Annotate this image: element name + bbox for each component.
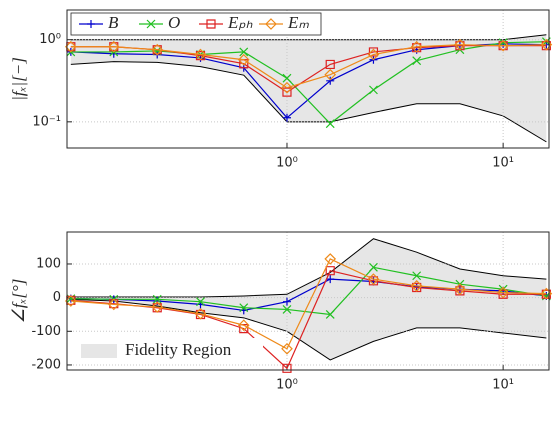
- series-marker: [151, 301, 164, 313]
- series-line: [70, 41, 547, 125]
- series-marker: [412, 282, 422, 293]
- series-marker: [152, 294, 162, 304]
- series-marker: [239, 324, 249, 334]
- series-marker: [194, 307, 207, 320]
- series-marker: [239, 47, 249, 57]
- y-tick-label: -100: [31, 324, 61, 339]
- y-axis-label: |fₓ|[−]: [9, 57, 28, 101]
- x-tick-label: 10⁰: [276, 156, 298, 171]
- axes-box: [66, 231, 550, 371]
- region-upper-bound: [70, 34, 547, 41]
- series-marker: [282, 113, 291, 122]
- series-marker: [326, 76, 335, 85]
- y-tick-label: -200: [31, 357, 61, 372]
- series-marker: [282, 87, 292, 97]
- series-marker: [282, 297, 291, 306]
- legend-label: O: [168, 13, 180, 32]
- series-marker: [367, 273, 380, 285]
- legend-label: Fidelity Region: [125, 340, 232, 359]
- legend-box: [70, 12, 322, 36]
- y-tick-label: 0: [53, 290, 61, 305]
- series-line: [70, 266, 547, 316]
- series-marker: [540, 38, 553, 51]
- x-tick-label: 10¹: [492, 378, 514, 393]
- series-marker: [282, 304, 292, 314]
- series-line: [70, 258, 547, 350]
- series-marker: [325, 119, 335, 129]
- series-marker: [455, 286, 465, 296]
- series-marker: [326, 275, 335, 284]
- series-marker: [497, 39, 509, 52]
- legend-label: Eₘ: [287, 13, 309, 32]
- series-marker: [151, 43, 164, 56]
- series-marker: [369, 85, 378, 95]
- y-axis-label: ∠fₓ[°]: [9, 279, 28, 324]
- series-marker: [239, 303, 249, 313]
- y-tick-label: 100: [36, 256, 61, 271]
- legend-marker: [146, 19, 156, 29]
- series-marker: [107, 298, 120, 311]
- region-fill: [70, 34, 547, 142]
- series-marker: [410, 40, 423, 53]
- series-marker: [325, 59, 335, 70]
- series-marker: [410, 280, 423, 292]
- legend-label: B: [108, 13, 119, 32]
- series-marker: [369, 262, 378, 272]
- y-tick-label: 10⁻¹: [32, 114, 61, 129]
- series-marker: [281, 342, 293, 355]
- series-marker: [281, 81, 293, 94]
- series-marker: [237, 319, 250, 332]
- series-marker: [454, 283, 466, 296]
- x-tick-label: 10¹: [492, 156, 514, 171]
- series-marker: [282, 73, 292, 83]
- series-marker: [367, 48, 380, 61]
- legend-marker: [265, 18, 277, 30]
- series-marker: [196, 297, 205, 307]
- series-marker: [498, 289, 508, 299]
- series-marker: [454, 38, 466, 51]
- region-upper-bound: [70, 238, 547, 298]
- legend-marker: [206, 19, 216, 29]
- axes-box: [66, 9, 550, 149]
- region-fill: [70, 238, 547, 360]
- legend-patch: [81, 344, 117, 358]
- series-marker: [540, 287, 553, 300]
- series-marker: [107, 40, 120, 53]
- series-marker: [237, 53, 250, 66]
- series-line: [70, 44, 547, 89]
- series-marker: [324, 253, 337, 265]
- y-tick-label: 10⁰: [39, 32, 61, 47]
- series-marker: [412, 56, 422, 66]
- region-lower-bound: [70, 61, 547, 143]
- legend-label: Eₚₕ: [227, 13, 253, 32]
- series-marker: [325, 310, 335, 319]
- series-marker: [194, 48, 207, 61]
- series-marker: [497, 286, 509, 299]
- series-marker: [368, 276, 379, 286]
- legend-marker: [87, 20, 95, 28]
- series-marker: [239, 59, 249, 69]
- x-tick-label: 10⁰: [276, 378, 298, 393]
- series-marker: [412, 271, 422, 281]
- region-lower-bound: [70, 298, 547, 361]
- series-marker: [325, 266, 335, 276]
- series-marker: [324, 68, 337, 81]
